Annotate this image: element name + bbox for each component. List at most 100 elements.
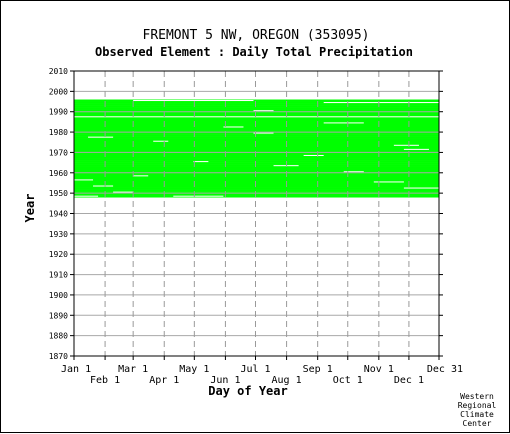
y-tick-label: 1950 — [49, 189, 68, 198]
x-tick-label-upper: Jan 1 — [61, 364, 91, 375]
data-row — [74, 180, 439, 184]
chart-subtitle: Observed Element : Daily Total Precipita… — [95, 45, 413, 59]
missing-gap — [74, 116, 439, 118]
data-row — [74, 152, 439, 155]
x-tick-label-upper: Mar 1 — [118, 364, 148, 375]
data-row — [74, 128, 439, 131]
data-row — [74, 134, 439, 137]
y-tick-label: 1960 — [49, 169, 68, 178]
x-tick-label-lower: Feb 1 — [90, 375, 120, 386]
missing-gap — [113, 191, 134, 193]
data-row — [74, 187, 439, 190]
missing-gap — [323, 102, 439, 104]
missing-gap — [403, 187, 439, 189]
y-tick-label: 1890 — [49, 311, 68, 320]
missing-gap — [74, 179, 94, 181]
missing-gap — [93, 185, 114, 187]
data-row — [74, 144, 439, 147]
data-row — [74, 142, 439, 145]
missing-gap — [323, 122, 364, 124]
data-row — [74, 140, 439, 143]
data-row — [74, 195, 439, 198]
missing-gap — [133, 100, 254, 102]
data-row — [74, 160, 439, 163]
data-row — [74, 107, 439, 110]
data-row — [74, 178, 439, 182]
data-row — [74, 105, 439, 108]
y-tick-label: 1910 — [49, 271, 68, 280]
tick-layer: 1870 1880 1890 1900 1910 1920 1930 1940 1950 1960… — [49, 67, 463, 386]
x-tick-label-lower: Apr 1 — [149, 375, 179, 386]
data-row — [74, 172, 439, 176]
data-row — [74, 182, 439, 186]
data-row — [74, 185, 439, 188]
y-tick-label: 1870 — [49, 352, 68, 361]
missing-gap — [253, 132, 274, 134]
missing-gap — [133, 175, 149, 177]
data-row — [74, 99, 439, 102]
data-row — [74, 136, 439, 139]
data-row — [74, 174, 439, 178]
data-row — [74, 103, 439, 106]
y-tick-label: 1900 — [49, 291, 68, 300]
credit-line: Western — [460, 392, 494, 401]
data-row — [74, 164, 439, 167]
data-row — [74, 191, 439, 194]
data-row — [74, 168, 439, 172]
data-row — [74, 189, 439, 192]
data-row — [74, 138, 439, 141]
x-tick-label-upper: Nov 1 — [364, 364, 394, 375]
data-row — [74, 101, 439, 104]
data-row — [74, 154, 439, 157]
data-row — [74, 125, 439, 129]
missing-gap — [403, 148, 429, 150]
data-row — [74, 146, 439, 149]
x-tick-label-lower: Aug 1 — [272, 375, 302, 386]
chart-title: FREMONT 5 NW, OREGON (353095) — [143, 28, 370, 43]
y-tick-label: 1970 — [49, 148, 68, 157]
missing-gap — [303, 154, 324, 156]
missing-gap — [153, 140, 169, 142]
x-axis-label: Day of Year — [208, 384, 287, 398]
y-axis-label: Year — [23, 194, 37, 223]
missing-gap — [193, 161, 209, 163]
data-row — [74, 193, 439, 196]
credit-line: Center — [463, 419, 492, 428]
data-row — [74, 113, 439, 117]
grid-layer — [74, 71, 439, 356]
y-tick-label: 1930 — [49, 230, 68, 239]
x-tick-label-lower: Oct 1 — [333, 375, 363, 386]
y-tick-label: 1980 — [49, 128, 68, 137]
data-row — [74, 170, 439, 174]
data-row — [74, 148, 439, 151]
missing-gap — [393, 144, 419, 146]
y-tick-label: 1940 — [49, 210, 68, 219]
missing-gap — [273, 165, 299, 167]
data-row — [74, 176, 439, 180]
missing-gap — [223, 126, 244, 128]
data-row — [74, 111, 439, 115]
y-tick-label: 1920 — [49, 250, 68, 259]
data-row — [74, 150, 439, 153]
x-tick-label-upper: Dec 31 — [427, 364, 463, 375]
missing-gap — [253, 110, 274, 112]
data-layer — [74, 99, 439, 198]
missing-gap — [373, 181, 404, 183]
data-row — [74, 119, 439, 123]
missing-gap — [74, 195, 99, 197]
x-tick-label-lower: Jun 1 — [210, 375, 240, 386]
y-tick-label: 1880 — [49, 332, 68, 341]
credit-line: Climate — [460, 410, 494, 419]
data-row — [74, 156, 439, 159]
data-row — [74, 121, 439, 125]
data-row — [74, 117, 439, 121]
y-tick-label: 1990 — [49, 108, 68, 117]
data-row — [74, 130, 439, 133]
x-tick-label-lower: Dec 1 — [394, 375, 424, 386]
data-row — [74, 158, 439, 161]
data-row — [74, 166, 439, 170]
data-row — [74, 123, 439, 127]
missing-gap — [173, 195, 224, 197]
